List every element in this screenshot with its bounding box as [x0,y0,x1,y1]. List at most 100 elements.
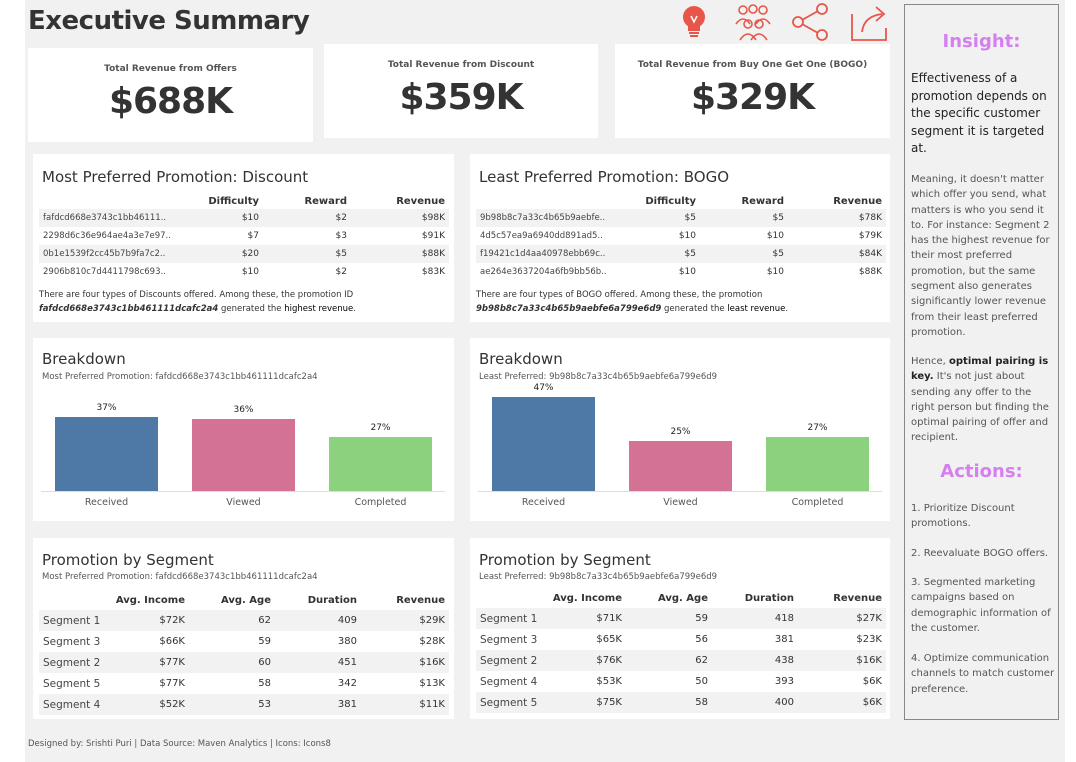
table-row[interactable]: Segment 2 $76K 62 438 $16K [476,650,886,671]
page-title: Executive Summary [28,6,310,36]
export-icon[interactable] [848,2,888,42]
avg-age: 59 [258,636,271,647]
kpi-value: $688K [108,81,233,122]
actions-heading: Actions: [940,461,1023,482]
bar-received[interactable] [492,397,595,491]
share-icon[interactable] [790,2,830,42]
table-row[interactable]: Segment 3 $65K 56 381 $23K [476,629,886,650]
insight-conclusion: Hence, optimal pairing is key. It's not … [911,354,1057,446]
category-label: Viewed [226,497,261,508]
avg-income: $76K [546,650,626,671]
avg-income: $52K [109,694,189,715]
promotion-id: ae264e3637204a6fb9bb56b.. [480,267,607,277]
table-row[interactable]: Segment 2 $77K 60 451 $16K [39,652,449,673]
insight-body: Meaning, it doesn't matter which offer y… [911,174,1050,338]
people-group-icon[interactable] [732,2,772,42]
reward: $5 [700,209,788,227]
table-row[interactable]: fafdcd668e3743c1bb46111.. $10 $2 $98K [39,209,449,227]
action-item: 4. Optimize communication channels to ma… [911,653,1055,695]
panel-note: There are four types of BOGO offered. Am… [476,288,886,316]
column-header: Reward [304,196,347,207]
insight-text: Hence, [911,356,950,367]
segment-panel-right: Promotion by Segment Least Preferred: 9b… [470,538,890,719]
bar-received[interactable] [55,417,158,491]
bar-value-label: 37% [96,403,117,413]
kpi-card-offers: Total Revenue from Offers $688K [28,48,313,142]
avg-income: $65K [596,634,622,645]
table-row[interactable]: Segment 4 $53K 50 393 $6K [476,671,886,692]
table-row[interactable]: Segment 1 $71K 59 418 $27K [476,608,886,629]
column-header: Duration [744,592,794,604]
table-row[interactable]: 9b98b8c7a33c4b65b9aebfe.. $5 $5 $78K [476,209,886,227]
bar-completed[interactable] [766,437,869,491]
action-item: 3. Segmented marketing campaigns based o… [911,577,1051,634]
segment-name: Segment 4 [39,694,109,715]
bar-value-label: 25% [670,427,691,437]
reward: $2 [263,209,351,227]
avg-age: 60 [189,652,275,673]
breakdown-panel-right: Breakdown Least Preferred: 9b98b8c7a33c4… [470,338,890,521]
bar-value-label: 47% [533,383,554,393]
avg-age: 62 [189,610,275,631]
panel-title: Promotion by Segment [479,551,651,569]
column-header: Avg. Income [115,594,185,606]
column-header [476,194,636,209]
table-row[interactable]: 2906b810c7d4411798c693.. $10 $2 $83K [39,263,449,281]
revenue: $28K [419,636,445,647]
bar-viewed[interactable] [629,441,732,491]
lightbulb-icon[interactable] [676,2,716,42]
table-row[interactable]: 0b1e1539f2cc45b7b9fa7c2.. $20 $5 $88K [39,245,449,263]
table-row[interactable]: ae264e3637204a6fb9bb56b.. $10 $10 $88K [476,263,886,281]
note-text: There are four types of Discounts offere… [39,290,354,300]
avg-income: $77K [109,652,189,673]
segment-name: Segment 3 [43,635,101,648]
kpi-value: $359K [399,77,523,118]
avg-income: $66K [159,636,185,647]
segment-panel-left: Promotion by Segment Most Preferred Prom… [33,538,454,719]
table-row[interactable]: Segment 5 $75K 58 400 $6K [476,692,886,713]
table-row[interactable]: Segment 5 $77K 58 342 $13K [39,673,449,694]
reward: $5 [700,245,788,263]
difficulty: $10 [199,209,263,227]
column-header: Difficulty [208,196,259,207]
duration: 342 [337,678,357,689]
table-row[interactable]: f19421c1d4aa40978ebb69c.. $5 $5 $84K [476,245,886,263]
avg-age: 53 [189,694,275,715]
insight-sidebar: Insight: Effectiveness of a promotion de… [904,4,1059,720]
x-axis-line [41,491,445,492]
reward: $10 [766,231,784,241]
panel-title: Least Preferred Promotion: BOGO [479,168,729,186]
avg-income: $77K [159,678,185,689]
table-row[interactable]: Segment 3 $66K 59 380 $28K [39,631,449,652]
table-row[interactable]: Segment 1 $72K 62 409 $29K [39,610,449,631]
revenue: $83K [421,267,445,277]
reward: $5 [263,245,351,263]
table-row[interactable]: 4d5c57ea9a6940dd891ad5.. $10 $10 $79K [476,227,886,245]
difficulty: $7 [247,231,259,241]
bar-value-label: 27% [370,423,391,433]
avg-age: 50 [695,676,708,687]
kpi-label: Total Revenue from Buy One Get One (BOGO… [637,60,868,70]
segment-name: Segment 2 [39,652,109,673]
column-header [39,590,109,610]
difficulty: $5 [636,209,700,227]
bar-completed[interactable] [329,437,432,491]
column-header: Reward [741,196,784,207]
bar-viewed[interactable] [192,419,295,491]
note-promotion-id: fafdcd668e3743c1bb461111dcafc2a4 [39,304,219,314]
table-row[interactable]: 2298d6c36e964ae4a3e7e97.. $7 $3 $91K [39,227,449,245]
insight-text: It's not just about sending any offer to… [911,371,1049,444]
column-header [476,588,546,608]
table-row[interactable]: Segment 4 $52K 53 381 $11K [39,694,449,715]
note-promotion-id: 9b98b8c7a33c4b65b9aebfe6a799e6d9 [476,304,662,314]
reward: $2 [335,267,347,277]
avg-income: $72K [109,610,189,631]
duration: 393 [774,676,794,687]
column-header: Avg. Income [552,592,622,604]
action-item: 2. Reevaluate BOGO offers. [911,548,1049,559]
duration: 381 [275,694,361,715]
column-header: Revenue [833,592,882,604]
revenue: $23K [856,634,882,645]
category-label: Completed [354,497,407,508]
difficulty: $10 [678,231,696,241]
